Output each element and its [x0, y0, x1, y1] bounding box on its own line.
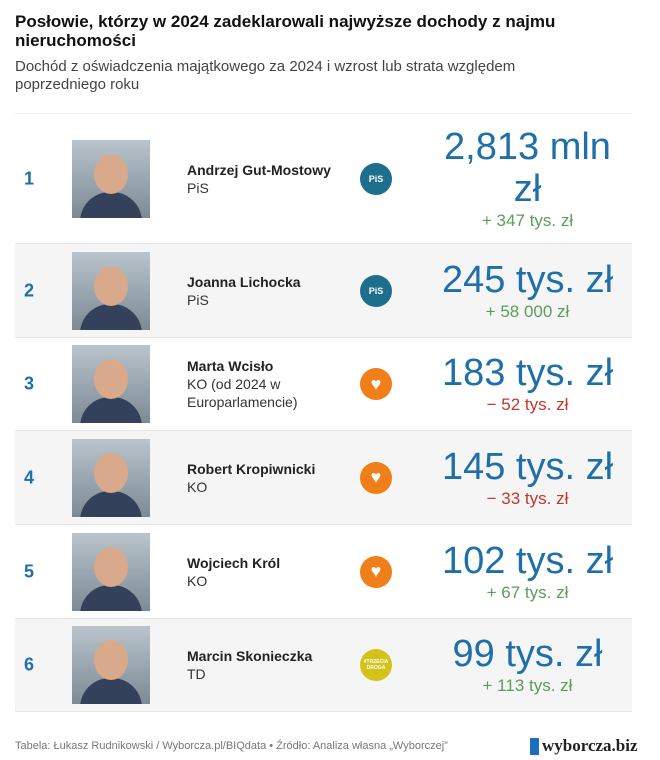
income-change: + 347 tys. zł: [481, 210, 574, 230]
chart-title: Posłowie, którzy w 2024 zadeklarowali na…: [15, 12, 556, 50]
mp-name: Marcin Skonieczka: [187, 648, 313, 664]
rank: 5: [24, 561, 35, 581]
income-cell: 99 tys. zł + 113 tys. zł: [420, 633, 635, 697]
party-logo-icon: PiS: [360, 274, 392, 307]
income-cell: 145 tys. zł − 33 tys. zł: [420, 446, 635, 510]
mp-party: PiS: [187, 179, 209, 196]
mp-party: KO: [187, 478, 208, 495]
brand-bar-icon: [530, 737, 539, 755]
rank: 4: [24, 467, 35, 487]
table-row: 4 Robert Kropiwnicki KO ♥ 145 tys. zł − 33…: [15, 431, 632, 525]
mp-party: KO (od 2024 w Europarlamencie): [187, 376, 298, 410]
avatar: [72, 251, 150, 330]
mp-info: Joanna Lichocka PiS: [187, 273, 337, 309]
party-logo-icon: #TRZECIA DROGA: [360, 649, 392, 681]
mp-info: Wojciech Król KO: [187, 554, 337, 590]
mp-party: TD: [187, 666, 206, 682]
mp-info: Marcin Skonieczka TD: [187, 647, 337, 683]
income-cell: 245 tys. zł + 58 000 zł: [420, 259, 635, 323]
brand-text: wyborcza.biz: [542, 736, 638, 755]
income-cell: 102 tys. zł + 67 tys. zł: [420, 540, 635, 604]
party-logo-icon: PiS: [360, 162, 392, 195]
avatar: [72, 626, 150, 704]
mp-party: KO: [187, 572, 208, 589]
rank: 1: [24, 168, 35, 188]
income-change: − 52 tys. zł: [486, 395, 569, 414]
table-row: 3 Marta Wcisło KO (od 2024 w Europarlamen…: [15, 338, 632, 431]
income-value: 245 tys. zł: [441, 258, 614, 301]
mp-info: Andrzej Gut-Mostowy PiS: [187, 161, 337, 197]
income-change: + 58 000 zł: [485, 301, 570, 321]
party-logo-icon: ♥: [360, 368, 392, 400]
income-cell: 2,813 mln zł + 347 tys. zł: [420, 126, 635, 232]
mp-party: PiS: [187, 291, 209, 308]
income-change: + 113 tys. zł: [482, 676, 573, 695]
source-footer: Tabela: Łukasz Rudnikowski / Wyborcza.pl…: [15, 740, 448, 752]
income-value: 183 tys. zł: [441, 352, 614, 394]
avatar: [72, 438, 150, 517]
mp-name: Joanna Lichocka: [187, 273, 301, 290]
income-value: 145 tys. zł: [441, 445, 614, 488]
income-value: 2,813 mln zł: [444, 125, 611, 210]
mp-info: Robert Kropiwnicki KO: [187, 460, 337, 496]
mp-name: Wojciech Król: [187, 554, 281, 571]
mp-name: Marta Wcisło: [187, 358, 274, 374]
rank: 6: [24, 654, 35, 675]
avatar: [72, 345, 150, 423]
mp-name: Robert Kropiwnicki: [187, 460, 316, 477]
table-row: 2 Joanna Lichocka PiS PiS 245 tys. zł + 58…: [15, 244, 632, 338]
income-cell: 183 tys. zł − 52 tys. zł: [420, 352, 635, 416]
avatar: [72, 139, 150, 218]
avatar: [72, 532, 150, 611]
ranking-table: 1 Andrzej Gut-Mostowy PiS PiS 2,813 mln z…: [15, 113, 632, 712]
party-logo-icon: ♥: [360, 461, 392, 494]
chart-subtitle: Dochód z oświadczenia majątkowego za 202…: [15, 58, 516, 93]
table-row: 1 Andrzej Gut-Mostowy PiS PiS 2,813 mln z…: [15, 114, 632, 244]
income-change: + 67 tys. zł: [486, 582, 569, 602]
income-change: − 33 tys. zł: [486, 488, 569, 508]
rank: 2: [24, 280, 35, 300]
brand-logo[interactable]: wyborcza.biz: [530, 736, 638, 756]
mp-name: Andrzej Gut-Mostowy: [187, 161, 331, 178]
table-row: 6 Marcin Skonieczka TD #TRZECIA DROGA 99 …: [15, 619, 632, 712]
party-logo-icon: ♥: [360, 555, 392, 588]
mp-info: Marta Wcisło KO (od 2024 w Europarlamenci…: [187, 357, 337, 411]
income-value: 102 tys. zł: [441, 539, 614, 582]
income-value: 99 tys. zł: [452, 633, 603, 675]
rank: 3: [24, 373, 35, 394]
table-row: 5 Wojciech Król KO ♥ 102 tys. zł + 67 tys.…: [15, 525, 632, 619]
